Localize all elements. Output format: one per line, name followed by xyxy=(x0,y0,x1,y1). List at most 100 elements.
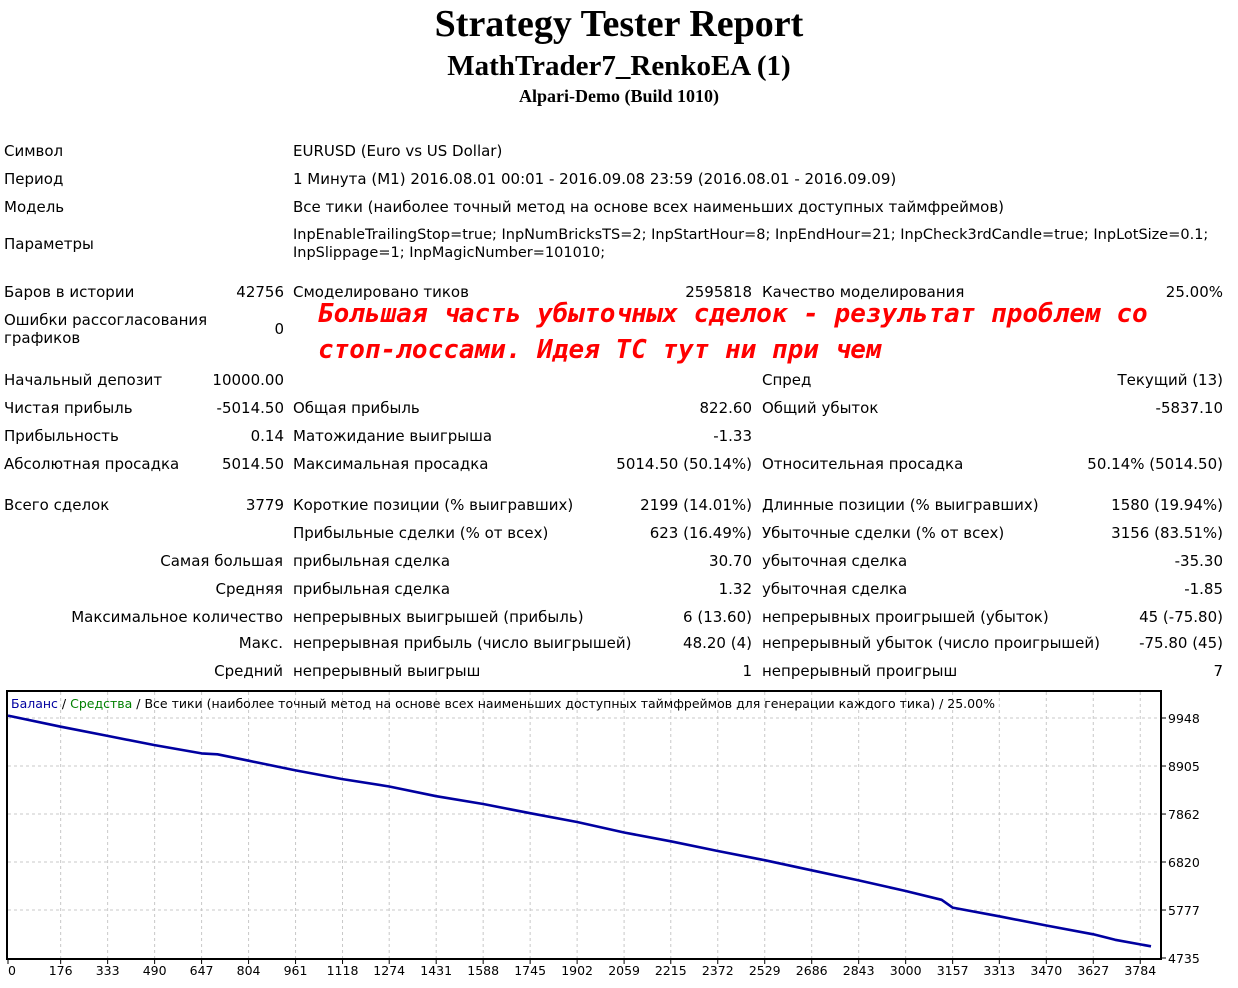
y-tick-label: 9948 xyxy=(1168,711,1200,726)
legend-separator: / xyxy=(58,696,70,711)
y-tick-label: 7862 xyxy=(1168,807,1200,822)
chart-series xyxy=(7,714,1152,948)
average-loss-label: убыточная сделка xyxy=(762,580,908,598)
x-tick-label: 804 xyxy=(237,963,261,978)
net-profit-label: Чистая прибыль xyxy=(4,399,133,417)
max-wins-label: непрерывных выигрышей (прибыль) xyxy=(293,608,584,626)
spread-label: Спред xyxy=(762,371,812,389)
period-value: 1 Минута (M1) 2016.08.01 00:01 - 2016.09… xyxy=(293,170,897,188)
x-tick-label: 176 xyxy=(49,963,73,978)
rel-drawdown-label: Относительная просадка xyxy=(762,455,964,473)
quality-label: Качество моделирования xyxy=(762,283,965,301)
chart-background xyxy=(0,686,1238,988)
profit-factor-label: Прибыльность xyxy=(4,427,119,445)
largest-loss-label: убыточная сделка xyxy=(762,552,908,570)
loss-trades-label: Убыточные сделки (% от всех) xyxy=(762,524,1005,542)
legend-separator: / xyxy=(935,696,947,711)
avg-loss-label: непрерывный проигрыш xyxy=(762,662,958,680)
deposit-label: Начальный депозит xyxy=(4,371,163,389)
avg-win-value: 1 xyxy=(742,662,752,680)
x-tick-label: 961 xyxy=(284,963,308,978)
plot-frame xyxy=(6,690,1162,960)
y-tick-label: 5777 xyxy=(1168,903,1200,918)
max-drawdown-value: 5014.50 (50.14%) xyxy=(616,455,752,473)
report-title: Strategy Tester Report xyxy=(434,3,804,45)
symbol-label: Символ xyxy=(4,142,64,160)
legend-quality: 25.00% xyxy=(947,696,995,711)
max-loss-label: непрерывный убыток (число проигрышей) xyxy=(762,634,1100,652)
symbol-value: EURUSD (Euro vs US Dollar) xyxy=(293,142,503,160)
max-loss-value: -75.80 (45) xyxy=(1139,634,1223,652)
quality-value: 25.00% xyxy=(1165,283,1223,301)
avg-win-label: непрерывный выигрыш xyxy=(293,662,481,680)
x-tick-label: 1431 xyxy=(420,963,452,978)
chart-grid xyxy=(8,692,1160,958)
balance-chart: 0 176 333 490 647 804 961 1118 1274 1431 1588 1745 1… xyxy=(0,686,1238,988)
x-tick-label: 2686 xyxy=(796,963,828,978)
rel-drawdown-value: 50.14% (5014.50) xyxy=(1087,455,1223,473)
x-tick-label: 2215 xyxy=(655,963,687,978)
spread-value: Текущий (13) xyxy=(1117,371,1223,389)
largest-profit-value: 30.70 xyxy=(709,552,752,570)
mismatch-value: 0 xyxy=(274,320,284,338)
y-tick-label: 6820 xyxy=(1168,855,1200,870)
params-value: InpEnableTrailingStop=true; InpNumBricks… xyxy=(293,227,1209,261)
params-label: Параметры xyxy=(4,235,94,253)
x-tick-label: 3000 xyxy=(890,963,922,978)
net-profit-value: -5014.50 xyxy=(216,399,284,417)
x-tick-label: 2843 xyxy=(843,963,875,978)
total-trades-value: 3779 xyxy=(245,496,284,514)
max-profit-value: 48.20 (4) xyxy=(683,634,752,652)
avg-label: Средний xyxy=(214,662,283,680)
expected-payoff-value: -1.33 xyxy=(713,427,752,445)
y-tick-label: 8905 xyxy=(1168,759,1200,774)
total-trades-label: Всего сделок xyxy=(4,496,110,514)
x-tick-label: 490 xyxy=(143,963,167,978)
x-tick-label: 333 xyxy=(96,963,120,978)
legend-equity: Средства xyxy=(70,696,132,711)
server-name: Alpari-Demo (Build 1010) xyxy=(519,86,719,106)
x-tick-label: 1745 xyxy=(514,963,546,978)
bars-label: Баров в истории xyxy=(4,283,135,301)
profit-factor-value: 0.14 xyxy=(250,427,284,445)
x-tick-label: 1274 xyxy=(373,963,405,978)
x-tick-label: 2529 xyxy=(749,963,781,978)
average-loss-value: -1.85 xyxy=(1184,580,1223,598)
ticks-label: Смоделировано тиков xyxy=(293,283,469,301)
x-tick-label: 1902 xyxy=(561,963,593,978)
x-tick-label: 3627 xyxy=(1077,963,1109,978)
profit-trades-label: Прибыльные сделки (% от всех) xyxy=(293,524,549,542)
legend-model-description: Все тики (наиболее точный метод на основ… xyxy=(144,696,935,711)
long-positions-label: Длинные позиции (% выигравших) xyxy=(762,496,1039,514)
gross-profit-value: 822.60 xyxy=(699,399,753,417)
x-tick-label: 3784 xyxy=(1124,963,1156,978)
gross-loss-value: -5837.10 xyxy=(1155,399,1223,417)
max-label: Макс. xyxy=(238,634,283,652)
annotation-note: Большая часть убыточных сделок - результ… xyxy=(318,299,1148,365)
mismatch-label: Ошибки рассогласования графиков xyxy=(4,311,208,347)
x-tick-label: 1588 xyxy=(467,963,499,978)
x-axis-ticks: 0 176 333 490 647 804 961 1118 1274 1431 1588 1745 1… xyxy=(7,958,1156,978)
x-tick-label: 647 xyxy=(190,963,214,978)
max-drawdown-label: Максимальная просадка xyxy=(293,455,489,473)
average-profit-label: прибыльная сделка xyxy=(293,580,451,598)
y-axis-ticks: 9948 8905 7862 6820 5777 4735 xyxy=(1160,711,1200,966)
gross-loss-label: Общий убыток xyxy=(762,399,879,417)
x-tick-label: 3157 xyxy=(937,963,969,978)
short-positions-label: Короткие позиции (% выигравших) xyxy=(293,496,574,514)
largest-profit-label: прибыльная сделка xyxy=(293,552,451,570)
gross-profit-label: Общая прибыль xyxy=(293,399,420,417)
long-positions-value: 1580 (19.94%) xyxy=(1111,496,1223,514)
loss-trades-value: 3156 (83.51%) xyxy=(1111,524,1223,542)
model-label: Модель xyxy=(4,198,65,216)
max-count-label: Максимальное количество xyxy=(71,608,283,626)
average-profit-value: 1.32 xyxy=(718,580,752,598)
legend-balance: Баланс xyxy=(11,696,58,711)
y-tick-label: 4735 xyxy=(1168,951,1200,966)
deposit-value: 10000.00 xyxy=(212,371,284,389)
balance-line xyxy=(7,714,1152,948)
abs-drawdown-label: Абсолютная просадка xyxy=(4,455,180,473)
x-tick-label: 0 xyxy=(8,963,16,978)
max-losses-label: непрерывных проигрышей (убыток) xyxy=(762,608,1049,626)
x-tick-label: 2372 xyxy=(702,963,734,978)
